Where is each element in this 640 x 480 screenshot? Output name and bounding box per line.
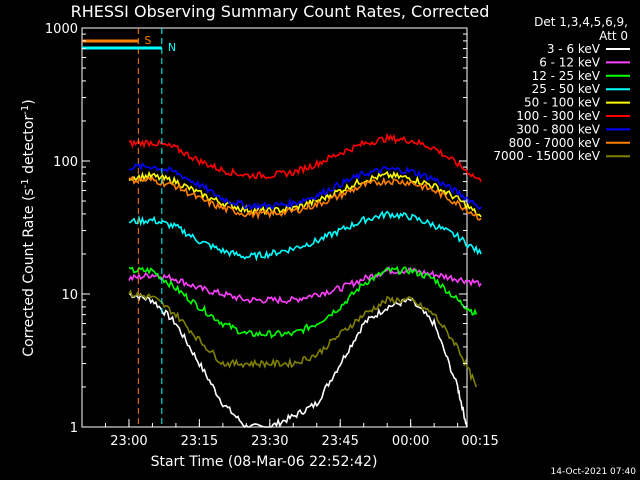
x-tick-label: 23:00 — [110, 434, 147, 449]
series-line-5 — [128, 132, 482, 182]
x-tick-label: 00:15 — [461, 434, 498, 449]
series-line-3 — [128, 210, 482, 262]
timestamp: 14-Oct-2021 07:40 — [551, 467, 637, 477]
legend-label-5: 100 - 300 keV — [516, 109, 600, 123]
x-tick-label: 23:30 — [251, 434, 288, 449]
series-line-4 — [128, 170, 482, 218]
y-axis-label-end: ) — [21, 99, 37, 104]
legend-header-line1: Det 1,3,4,5,6,9, — [534, 15, 628, 29]
y-axis-ticks: 1 10 100 1000 — [45, 22, 467, 436]
x-tick-label: 23:15 — [181, 434, 218, 449]
x-tick-label: 00:00 — [392, 434, 429, 449]
legend-label-2: 12 - 25 keV — [532, 69, 601, 83]
legend-label-7: 800 - 7000 keV — [509, 136, 601, 150]
chart-title: RHESSI Observing Summary Count Rates, Co… — [71, 2, 490, 21]
legend-label-4: 50 - 100 keV — [524, 96, 601, 110]
legend-label-1: 6 - 12 keV — [539, 55, 601, 69]
series-line-1 — [128, 265, 482, 305]
legend-label-8: 7000 - 15000 keV — [493, 149, 600, 163]
x-axis-ticks: 23:00 23:15 23:30 23:45 00:00 00:15 — [81, 419, 499, 449]
legend-label-0: 3 - 6 keV — [547, 42, 601, 56]
y-axis-label-mid: detector — [21, 115, 37, 179]
series-line-6 — [128, 161, 482, 212]
y-tick-label: 1000 — [45, 22, 78, 37]
y-axis-label-sup2: -1 — [20, 105, 31, 115]
y-tick-label: 10 — [61, 288, 78, 303]
x-tick-label: 23:45 — [321, 434, 358, 449]
series-line-8 — [128, 289, 478, 388]
plot-area — [81, 27, 468, 428]
plot-border — [81, 27, 468, 428]
marker-layer: SN — [82, 28, 176, 427]
y-axis-label-main: Corrected Count Rate (s — [21, 188, 37, 356]
marker-label-S: S — [144, 34, 151, 47]
series-layer — [128, 132, 482, 429]
marker-label-N: N — [168, 41, 176, 54]
series-line-2 — [128, 265, 478, 339]
y-tick-label: 100 — [53, 155, 78, 170]
y-axis-label-sup1: -1 — [20, 178, 31, 188]
series-line-0 — [128, 292, 468, 429]
x-axis-label: Start Time (08-Mar-06 22:52:42) — [151, 454, 378, 470]
series-line-7 — [128, 175, 482, 221]
legend-header-line2: Att 0 — [599, 29, 628, 43]
legend-label-3: 25 - 50 keV — [532, 82, 601, 96]
y-tick-label: 1 — [70, 421, 78, 436]
y-axis-label: Corrected Count Rate (s-1 detector-1) — [20, 99, 37, 356]
legend-label-6: 300 - 800 keV — [516, 122, 600, 136]
